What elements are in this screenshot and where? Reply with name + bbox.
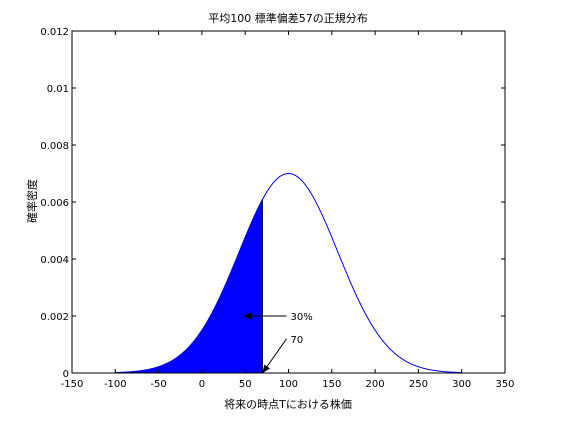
y-tick-label: 0.008: [40, 141, 69, 152]
annotation-arrow-head: [243, 312, 252, 320]
y-tick-label: 0.004: [40, 255, 69, 266]
y-tick-label: 0.002: [40, 312, 69, 323]
x-tick-label: -50: [150, 379, 166, 390]
x-tick-label: -100: [104, 379, 127, 390]
x-tick-label: 200: [366, 379, 385, 390]
annotation-label: 70: [291, 335, 304, 346]
x-axis-title: 将来の時点Tにおける株価: [224, 397, 352, 411]
density-curve: [115, 173, 462, 374]
x-tick-label: 300: [452, 379, 471, 390]
plot-area: -150 -100 -50 0 50 100 150 200 250 300 350 0 0.002 0.…: [40, 27, 514, 390]
x-tick-label: 250: [409, 379, 428, 390]
x-tick-label: 100: [279, 379, 298, 390]
y-axis-title: 確率密度: [25, 179, 39, 223]
y-tick-label: 0: [63, 369, 69, 380]
annotation-arrow-head: [262, 364, 270, 373]
x-tick-label: 50: [239, 379, 252, 390]
y-tick-label: 0.01: [47, 84, 69, 95]
x-tick-label: -150: [61, 379, 84, 390]
plot-frame: [71, 30, 506, 374]
y-tick-label: 0.012: [40, 27, 69, 38]
x-tick-label: 150: [322, 379, 341, 390]
chart-title: 平均100 標準偏差57の正規分布: [208, 11, 368, 25]
y-tick-label: 0.006: [40, 198, 69, 209]
x-tick-label: 350: [495, 379, 514, 390]
annotation-label: 30%: [291, 312, 313, 323]
x-tick-label: 0: [199, 379, 205, 390]
